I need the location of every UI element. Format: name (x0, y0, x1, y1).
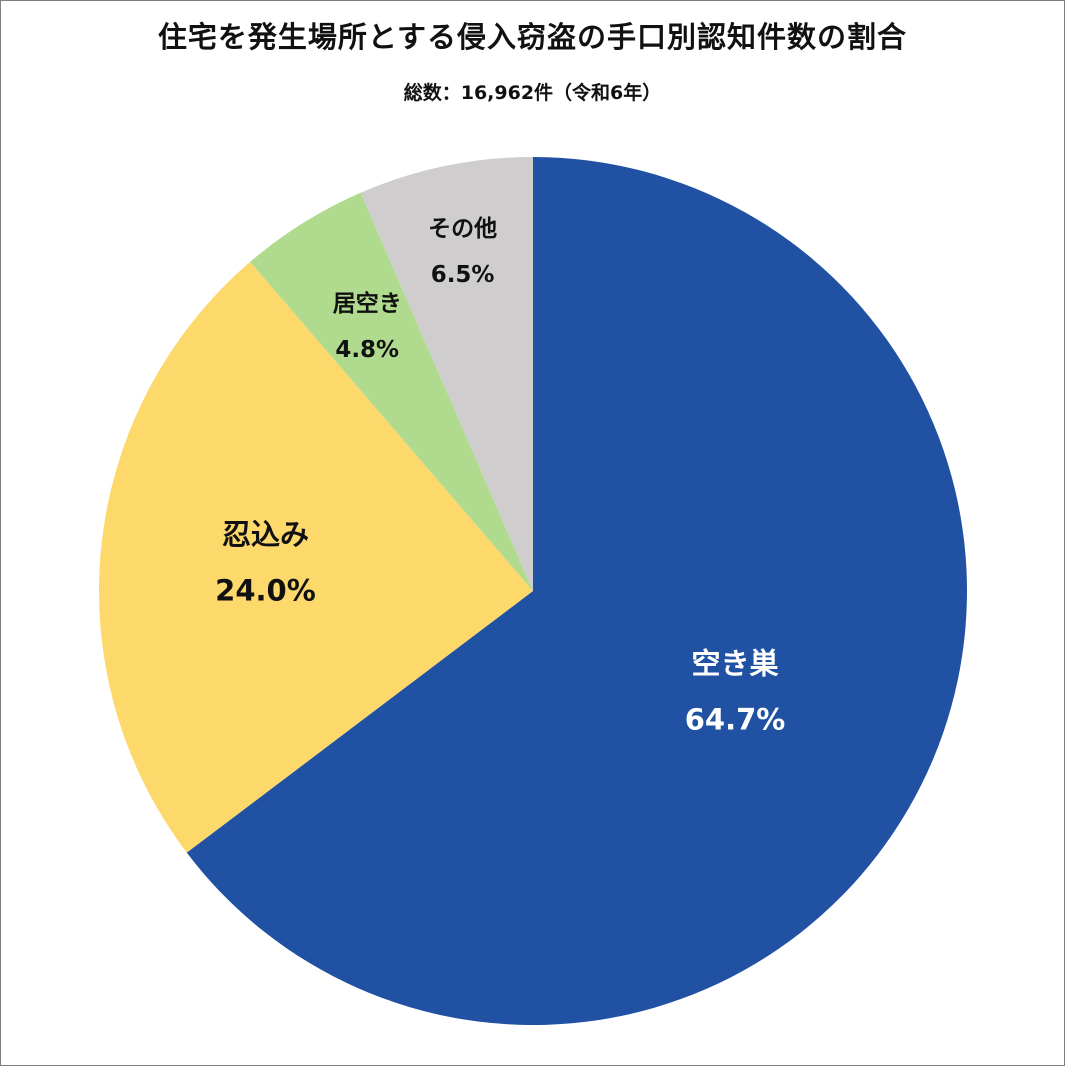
pie-slice (360, 157, 533, 591)
slice-value-label: 64.7% (685, 703, 786, 737)
slice-name-label: 居空き (333, 290, 402, 317)
chart-title: 住宅を発生場所とする侵入窃盗の手口別認知件数の割合 (157, 20, 908, 54)
slice-name-label: 忍込み (222, 517, 309, 551)
slice-name-label: 空き巣 (692, 647, 779, 681)
slice-value-label: 6.5% (431, 262, 495, 288)
slice-name-label: その他 (428, 216, 497, 242)
slice-value-label: 24.0% (215, 573, 316, 607)
slice-value-label: 4.8% (335, 337, 399, 363)
pie-slice (250, 192, 533, 591)
chart-subtitle: 総数：16,962件（令和6年） (403, 82, 662, 104)
pie-slice (98, 261, 534, 853)
pie-slice (186, 157, 968, 1025)
